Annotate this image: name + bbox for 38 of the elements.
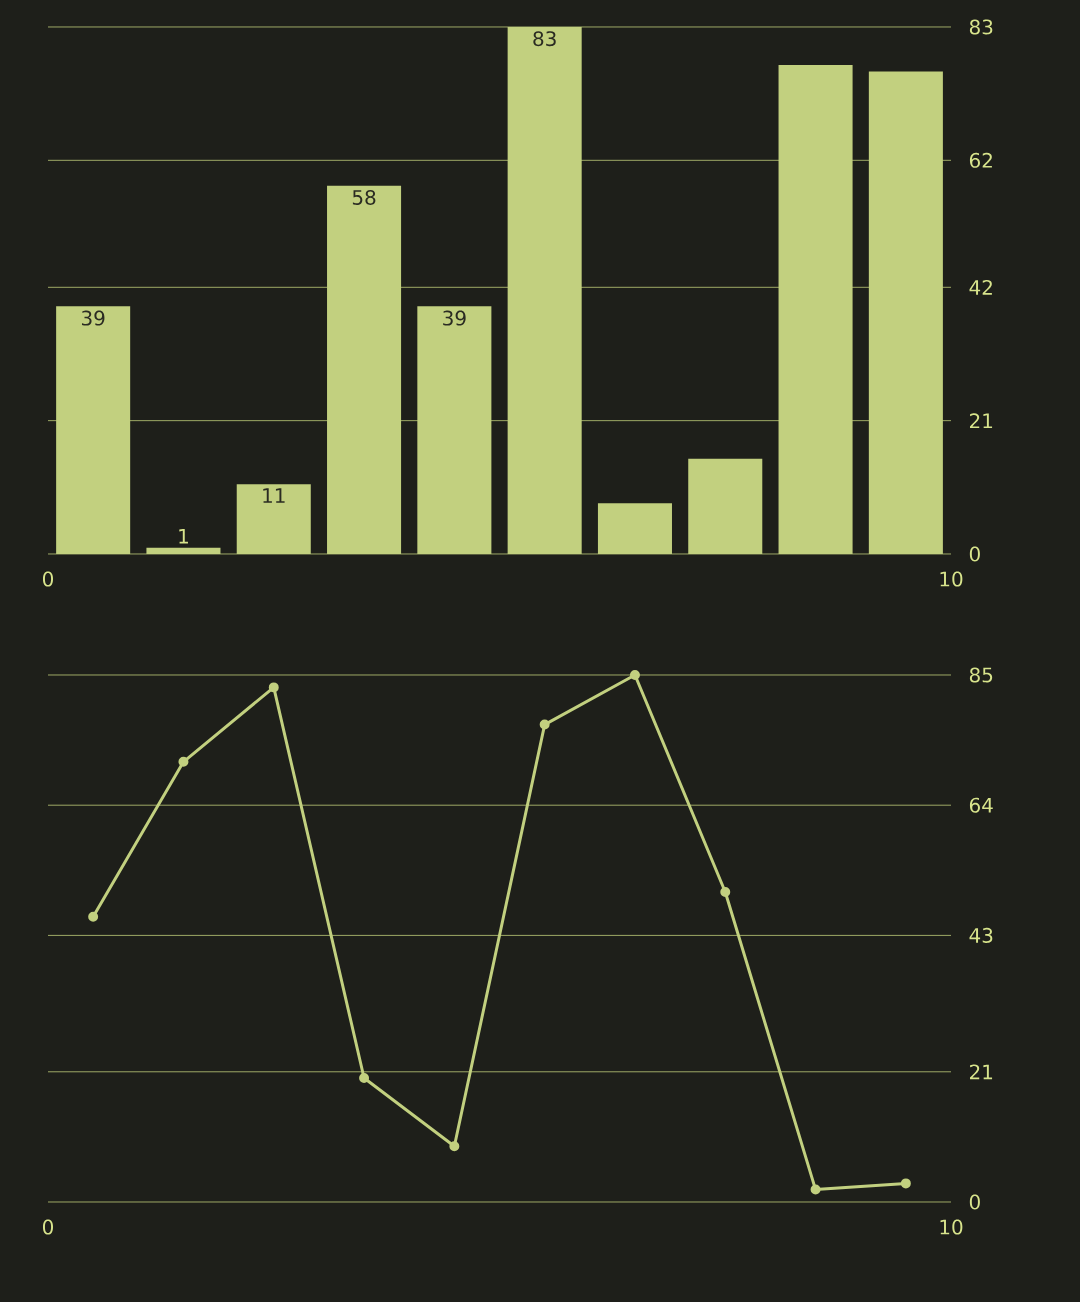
data-label: 39 [81, 310, 105, 326]
y-tick-label: 42 [969, 279, 992, 295]
point [810, 1184, 821, 1195]
point [539, 719, 550, 730]
y-tick-label: 83 [969, 19, 993, 35]
bar [597, 503, 672, 554]
bar [236, 484, 311, 554]
y-tick-label: 0 [969, 1194, 980, 1210]
bar [868, 71, 943, 554]
point [268, 682, 279, 693]
bar [327, 185, 402, 554]
data-label: 1 [179, 528, 188, 544]
data-label: 83 [533, 31, 556, 47]
point [178, 756, 189, 767]
point [900, 1178, 911, 1189]
point [359, 1073, 370, 1083]
y-tick-label: 85 [969, 667, 993, 683]
y-tick-label: 62 [969, 152, 992, 168]
y-tick-label: 64 [969, 797, 993, 813]
data-label: 11 [263, 488, 285, 503]
x-tick-label: 10 [940, 1219, 963, 1235]
bar [507, 26, 582, 554]
x-tick-label: 10 [940, 571, 963, 587]
y-tick-label: 0 [969, 546, 980, 562]
point [629, 670, 640, 680]
point [449, 1141, 460, 1152]
y-tick-label: 21 [969, 1064, 993, 1080]
bar [146, 547, 221, 554]
y-tick-label: 21 [969, 413, 993, 429]
bar [56, 306, 131, 554]
y-tick-label: 43 [969, 927, 993, 943]
point [720, 887, 731, 897]
data-label: 39 [443, 310, 466, 326]
point [88, 911, 99, 922]
bar [688, 458, 763, 554]
data-label: 58 [352, 189, 376, 205]
bar [778, 65, 853, 554]
bar [417, 306, 492, 554]
